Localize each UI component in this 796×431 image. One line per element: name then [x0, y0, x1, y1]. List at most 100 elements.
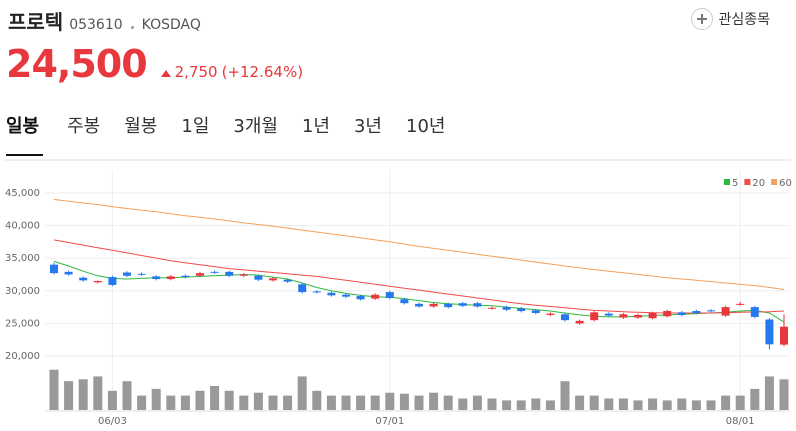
volume-bar: [283, 395, 293, 410]
moving-average: [53, 198, 785, 290]
candle-body: [239, 274, 248, 276]
candle-body: [692, 311, 701, 313]
candle-body: [225, 271, 234, 276]
volume-bar: [735, 395, 745, 410]
period-tab[interactable]: 1일: [181, 116, 210, 137]
moving-average: [53, 260, 785, 323]
stock-header: 프로텍 053610 KOSDAQ: [8, 6, 201, 35]
volume-bar: [706, 400, 716, 410]
candle-body: [342, 294, 350, 297]
volume-bar: [472, 395, 482, 410]
volume-bar: [137, 395, 147, 410]
candle-body: [561, 314, 569, 321]
volume-bar: [721, 395, 731, 410]
candle-body: [269, 278, 277, 281]
price-row: 24,500 2,750 (+12.64%): [6, 42, 303, 86]
candle-body: [502, 307, 511, 310]
volume-bar: [516, 400, 526, 410]
volume-bar: [604, 398, 614, 410]
candle-body: [429, 303, 438, 307]
y-tick-label: 20,000: [5, 351, 40, 362]
period-tab[interactable]: 월봉: [124, 116, 158, 137]
candle-body: [765, 319, 774, 345]
period-tab[interactable]: 3년: [353, 116, 382, 137]
candle-body: [750, 307, 759, 317]
plus-icon: [691, 8, 714, 30]
period-tabs: 일봉 주봉 월봉 1일 3개월 1년 3년 10년: [6, 112, 469, 156]
candle-body: [707, 310, 715, 312]
watch-label: 관심종목: [718, 12, 770, 28]
candle-body: [780, 326, 788, 345]
y-tick-label: 45,000: [5, 188, 40, 199]
period-tab[interactable]: 주봉: [67, 116, 101, 137]
volume-bar: [326, 395, 336, 410]
up-icon: [160, 70, 171, 77]
candle-body: [108, 277, 117, 285]
candle-body: [721, 307, 730, 316]
legend-label: 60: [779, 178, 792, 189]
period-tab[interactable]: 일봉: [6, 112, 44, 156]
candle-body: [312, 291, 321, 293]
volume-bar: [764, 376, 774, 410]
period-tab[interactable]: 3개월: [233, 116, 278, 137]
legend-swatch: [724, 179, 730, 185]
legend-swatch: [744, 179, 751, 185]
candle-body: [64, 271, 73, 275]
candle-body: [93, 280, 102, 283]
candle-body: [619, 314, 628, 318]
volume-bar: [385, 392, 395, 410]
volume-bar: [370, 395, 380, 410]
volume-bar: [107, 390, 117, 410]
volume-bar: [239, 395, 249, 410]
volume-bar: [648, 398, 658, 410]
candle-body: [327, 292, 336, 296]
change: 2,750 (+12.64%): [160, 63, 304, 81]
watch-button[interactable]: 관심종목: [691, 8, 770, 30]
candle-body: [575, 320, 584, 324]
volume-bar: [560, 381, 570, 410]
change-percent: (+12.64%): [221, 63, 304, 81]
change-amount: 2,750: [174, 63, 218, 81]
y-tick-label: 30,000: [5, 286, 40, 297]
volume-bar: [122, 381, 132, 410]
volume-bar: [268, 395, 278, 410]
volume-bar: [662, 400, 672, 410]
y-tick-label: 35,000: [5, 253, 40, 264]
candle-body: [634, 314, 642, 318]
volume-bar: [531, 398, 541, 410]
candle-body: [298, 284, 307, 293]
volume-bar: [458, 398, 468, 410]
volume-bar: [399, 393, 409, 410]
volume-bar: [487, 398, 497, 410]
current-price: 24,500: [6, 42, 148, 86]
period-tab[interactable]: 10년: [406, 116, 446, 137]
candle-body: [356, 296, 365, 300]
volume-bar: [253, 392, 263, 410]
candle-body: [604, 313, 613, 316]
x-tick-label: 07/01: [375, 416, 404, 427]
candle-body: [473, 303, 482, 307]
x-tick-label: 08/01: [726, 416, 755, 427]
market: KOSDAQ: [141, 17, 201, 33]
candle-body: [166, 276, 175, 280]
candle-body: [79, 277, 88, 281]
candle-body: [152, 276, 161, 280]
candle-body: [210, 271, 219, 273]
volume-bar: [779, 379, 789, 410]
candle-body: [371, 294, 380, 299]
volume-bar: [429, 392, 439, 410]
legend-label: 20: [752, 178, 765, 189]
candle-body: [531, 310, 540, 313]
period-tab[interactable]: 1년: [301, 116, 330, 137]
volume-bar: [341, 395, 351, 410]
candle-body: [283, 279, 292, 282]
candle-body: [488, 307, 496, 309]
candle-body: [546, 313, 555, 315]
candle-body: [648, 312, 657, 319]
candle-body: [677, 312, 686, 315]
volume-bar: [677, 398, 687, 410]
candle-body: [663, 311, 672, 317]
volume-bar: [545, 400, 555, 410]
